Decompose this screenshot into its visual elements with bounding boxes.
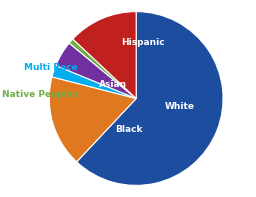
Wedge shape [73, 12, 136, 98]
Wedge shape [52, 65, 136, 98]
Wedge shape [56, 43, 136, 98]
Text: Hispanic: Hispanic [122, 38, 165, 47]
Wedge shape [77, 12, 223, 185]
Text: Native Peoples: Native Peoples [2, 90, 78, 99]
Text: Asian: Asian [99, 80, 127, 89]
Text: Black: Black [115, 125, 143, 134]
Text: White: White [165, 102, 195, 111]
Wedge shape [49, 77, 136, 162]
Text: Multi Race: Multi Race [24, 63, 78, 72]
Wedge shape [69, 39, 136, 98]
